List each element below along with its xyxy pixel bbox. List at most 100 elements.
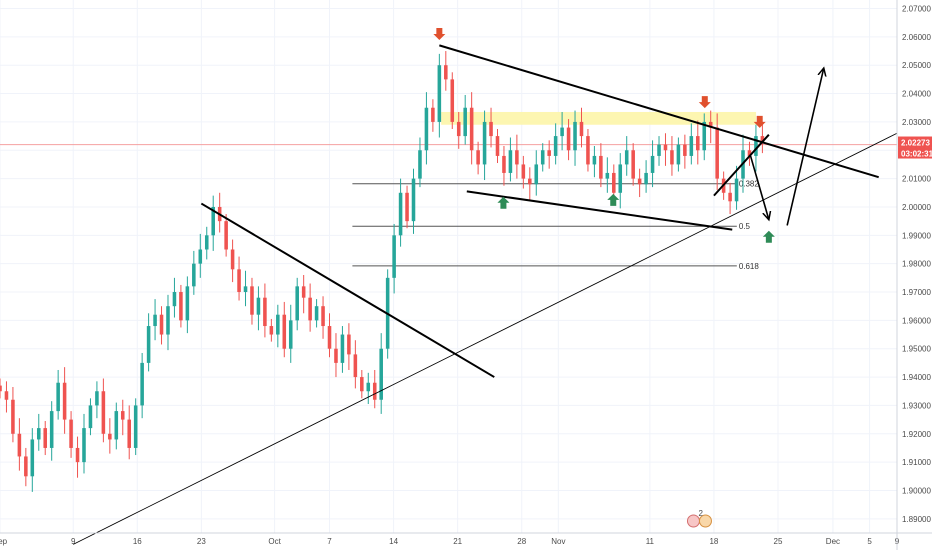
- candle-body: [95, 391, 99, 406]
- candle-body: [450, 79, 455, 122]
- candle: [599, 143, 603, 188]
- triangle-lower: [466, 190, 733, 231]
- price-tick-label: 1.91000: [902, 458, 931, 467]
- candle: [424, 92, 429, 165]
- candle: [463, 94, 467, 145]
- candle: [534, 150, 539, 196]
- price-tick-label: 2.07000: [902, 5, 931, 14]
- time-tick-label: 16: [133, 537, 142, 546]
- candle-body: [754, 136, 758, 156]
- signal-arrow-up: [497, 196, 510, 209]
- candle: [456, 111, 461, 149]
- candle: [592, 146, 597, 178]
- candle-body: [230, 249, 235, 270]
- candle-body: [321, 306, 325, 327]
- candle-body: [69, 419, 73, 448]
- price-tick-label: 2.04000: [902, 90, 931, 99]
- candle-body: [327, 326, 332, 349]
- candle-body: [547, 150, 551, 156]
- candle-body: [696, 136, 700, 151]
- candle: [30, 428, 35, 492]
- candle-body: [30, 439, 35, 477]
- candle-body: [140, 362, 144, 406]
- time-tick-label: Sep: [0, 537, 8, 546]
- time-tick-label: 7: [327, 537, 332, 546]
- candle: [469, 92, 474, 165]
- candle: [340, 326, 345, 373]
- candle: [379, 333, 383, 414]
- candle: [308, 283, 312, 332]
- candle-body: [43, 428, 48, 448]
- candle-body: [308, 297, 312, 321]
- time-tick-label: 5: [867, 537, 872, 546]
- candle-body: [424, 107, 429, 151]
- candle: [101, 378, 106, 443]
- candle: [553, 123, 558, 165]
- candle: [476, 141, 480, 175]
- fib-label: 0.382: [739, 180, 760, 189]
- fib-label: 0.5: [739, 222, 751, 231]
- event-layer[interactable]: 2: [686, 509, 712, 528]
- candle: [179, 284, 183, 328]
- candle-body: [534, 164, 539, 185]
- countdown-tag: [898, 147, 932, 159]
- candle-body: [618, 164, 623, 193]
- candle: [347, 323, 351, 370]
- candle: [366, 372, 371, 405]
- candle: [405, 185, 409, 229]
- candle-body: [502, 155, 506, 173]
- candle-body: [179, 292, 183, 321]
- candle: [49, 401, 54, 461]
- candle-body: [237, 269, 241, 293]
- candle-body: [256, 297, 261, 315]
- candle-body: [631, 150, 635, 179]
- candle: [579, 107, 584, 148]
- candle: [683, 134, 687, 169]
- candle: [437, 53, 442, 138]
- candle: [282, 301, 287, 358]
- candle-body: [211, 206, 215, 236]
- candle: [95, 381, 99, 419]
- candle-body: [153, 314, 157, 327]
- candle-body: [204, 235, 209, 250]
- price-tick-label: 1.98000: [902, 260, 931, 269]
- candle: [728, 182, 732, 215]
- candle-body: [340, 334, 345, 363]
- candle: [676, 137, 681, 172]
- candle-body: [676, 144, 681, 165]
- candle-body: [663, 144, 668, 151]
- time-tick-label: Dec: [826, 537, 840, 546]
- candle-body: [521, 164, 526, 179]
- candle-body: [650, 155, 655, 173]
- candle-body: [708, 121, 713, 128]
- candle-body: [456, 121, 461, 137]
- candle-body: [489, 121, 493, 137]
- fib-layer: 0.382 0.5 0.618: [352, 180, 759, 271]
- candle: [263, 283, 267, 338]
- price-tick-label: 2.03000: [902, 118, 931, 127]
- candle: [450, 72, 455, 129]
- fib-label: 0.618: [739, 262, 760, 271]
- candle: [230, 239, 235, 283]
- candle-body: [405, 192, 409, 222]
- time-tick-label: 9: [71, 537, 76, 546]
- zone-layer: [441, 111, 757, 125]
- candle-body: [411, 178, 416, 222]
- candle-body: [540, 150, 545, 165]
- candle: [547, 140, 551, 169]
- candle-body: [243, 286, 248, 293]
- event-flag-icon[interactable]: [698, 514, 712, 528]
- triangle-upper: [439, 44, 879, 179]
- candle: [133, 398, 138, 456]
- candle-body: [159, 314, 164, 335]
- price-tick-label: 1.96000: [902, 316, 931, 325]
- candle: [650, 140, 655, 188]
- candle: [528, 167, 532, 200]
- candle-body: [263, 297, 267, 327]
- candle: [372, 369, 377, 409]
- candle: [644, 160, 648, 193]
- candle-body: [605, 172, 610, 179]
- candle-body: [49, 411, 54, 448]
